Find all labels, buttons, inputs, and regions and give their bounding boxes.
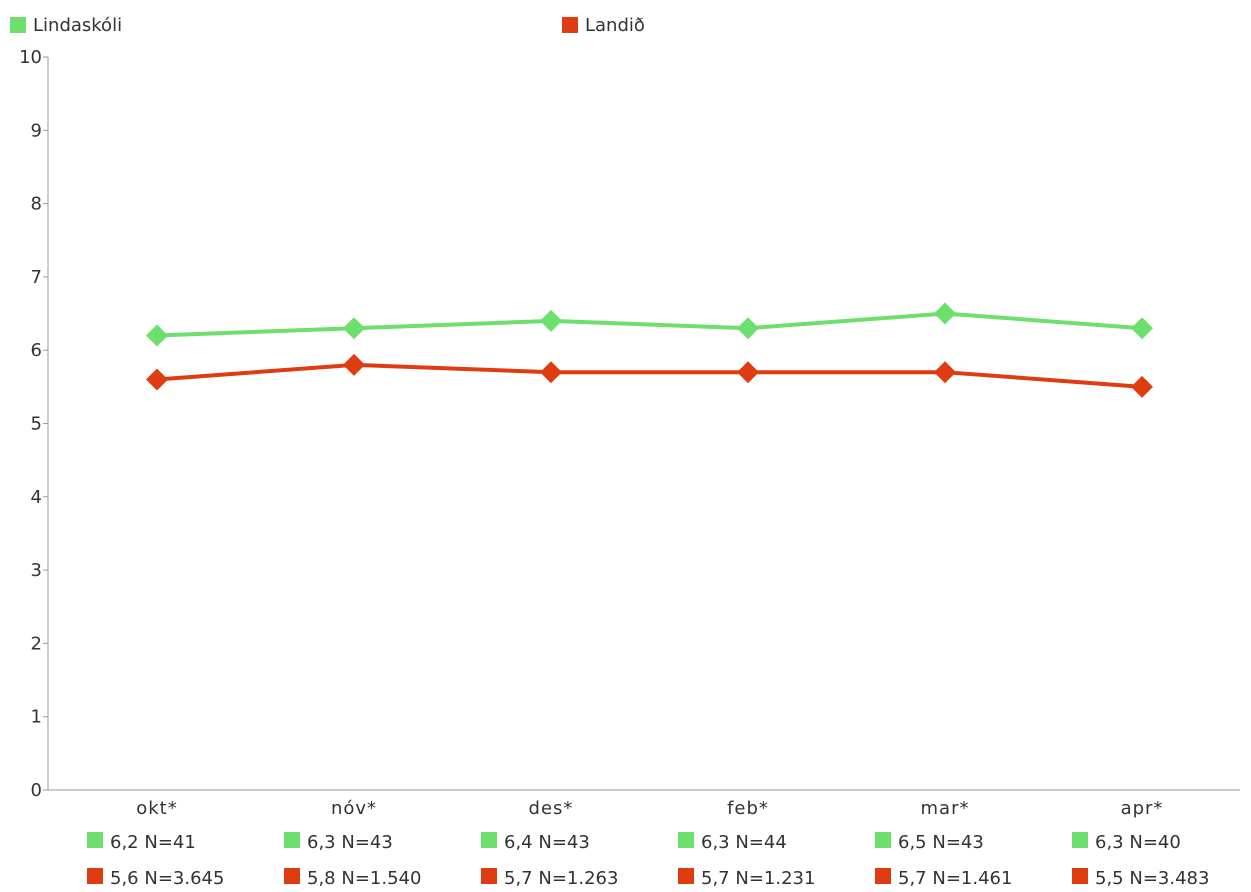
legend-label-landid: Landið bbox=[585, 14, 645, 36]
stat-swatch bbox=[481, 868, 497, 884]
data-point-marker[interactable] bbox=[1131, 375, 1153, 398]
data-point-marker[interactable] bbox=[146, 324, 168, 347]
axes: 0 1 2 3 4 5 6 7 8 9 10 bbox=[19, 47, 1240, 801]
stat-swatch bbox=[481, 832, 497, 848]
data-point-marker[interactable] bbox=[540, 309, 562, 332]
y-tick-label: 3 bbox=[31, 560, 42, 581]
stat-swatch bbox=[1072, 868, 1088, 884]
x-tick-label: nóv* bbox=[331, 798, 377, 819]
legend-item-lindaskoli[interactable]: Lindaskóli bbox=[10, 13, 122, 37]
data-table: 6,2 N=41 6,3 N=43 6,4 N=43 6,3 N=44 6,5 N=43… bbox=[87, 832, 1209, 889]
y-tick-label: 8 bbox=[31, 194, 42, 215]
stat-label: 5,5 N=3.483 bbox=[1095, 868, 1209, 889]
y-tick-label: 9 bbox=[31, 120, 42, 141]
y-tick-label: 4 bbox=[31, 487, 42, 508]
stat-label: 5,7 N=1.461 bbox=[898, 868, 1012, 889]
x-tick-label: apr* bbox=[1121, 798, 1164, 819]
x-tick-label: feb* bbox=[727, 798, 769, 819]
stat-swatch bbox=[87, 868, 103, 884]
legend-label-lindaskoli: Lindaskóli bbox=[33, 14, 123, 36]
stat-label: 5,7 N=1.263 bbox=[504, 868, 618, 889]
stat-swatch bbox=[875, 868, 891, 884]
stat-swatch bbox=[678, 832, 694, 848]
stat-label: 6,3 N=40 bbox=[1095, 832, 1181, 853]
stat-label: 5,7 N=1.231 bbox=[701, 868, 815, 889]
data-point-marker[interactable] bbox=[343, 317, 365, 340]
data-point-marker[interactable] bbox=[146, 368, 168, 391]
stat-label: 6,4 N=43 bbox=[504, 832, 590, 853]
stat-swatch bbox=[1072, 832, 1088, 848]
stat-label: 6,3 N=43 bbox=[307, 832, 393, 853]
stat-swatch bbox=[284, 832, 300, 848]
data-point-marker[interactable] bbox=[1131, 317, 1153, 340]
x-tick-label: mar* bbox=[921, 798, 970, 819]
data-point-marker[interactable] bbox=[343, 353, 365, 376]
y-tick-label: 2 bbox=[31, 633, 42, 654]
stat-label: 6,2 N=41 bbox=[110, 832, 196, 853]
y-tick-label: 0 bbox=[31, 780, 42, 801]
stat-swatch bbox=[87, 832, 103, 848]
data-point-marker[interactable] bbox=[934, 361, 956, 384]
y-tick-label: 1 bbox=[31, 707, 42, 728]
data-point-marker[interactable] bbox=[737, 317, 759, 340]
y-tick-label: 10 bbox=[19, 47, 42, 68]
data-point-marker[interactable] bbox=[540, 361, 562, 384]
series-layer bbox=[146, 302, 1153, 398]
stat-label: 5,8 N=1.540 bbox=[307, 868, 421, 889]
x-axis-labels: okt* nóv* des* feb* mar* apr* bbox=[136, 798, 1164, 819]
series-line bbox=[156, 362, 1143, 389]
y-tick-label: 7 bbox=[31, 267, 42, 288]
series-line bbox=[156, 311, 1143, 338]
stat-swatch bbox=[284, 868, 300, 884]
stat-label: 5,6 N=3.645 bbox=[110, 868, 224, 889]
data-point-marker[interactable] bbox=[934, 302, 956, 325]
legend-item-landid[interactable]: Landið bbox=[562, 13, 645, 37]
stat-swatch bbox=[678, 868, 694, 884]
data-point-marker[interactable] bbox=[737, 361, 759, 384]
x-tick-label: des* bbox=[529, 798, 574, 819]
legend-swatch-lindaskoli bbox=[10, 17, 26, 33]
y-tick-label: 5 bbox=[31, 414, 42, 435]
y-tick-label: 6 bbox=[31, 340, 42, 361]
stat-label: 6,5 N=43 bbox=[898, 832, 984, 853]
stat-swatch bbox=[875, 832, 891, 848]
stat-label: 6,3 N=44 bbox=[701, 832, 787, 853]
legend-swatch-landid bbox=[562, 17, 578, 33]
x-tick-label: okt* bbox=[136, 798, 178, 819]
